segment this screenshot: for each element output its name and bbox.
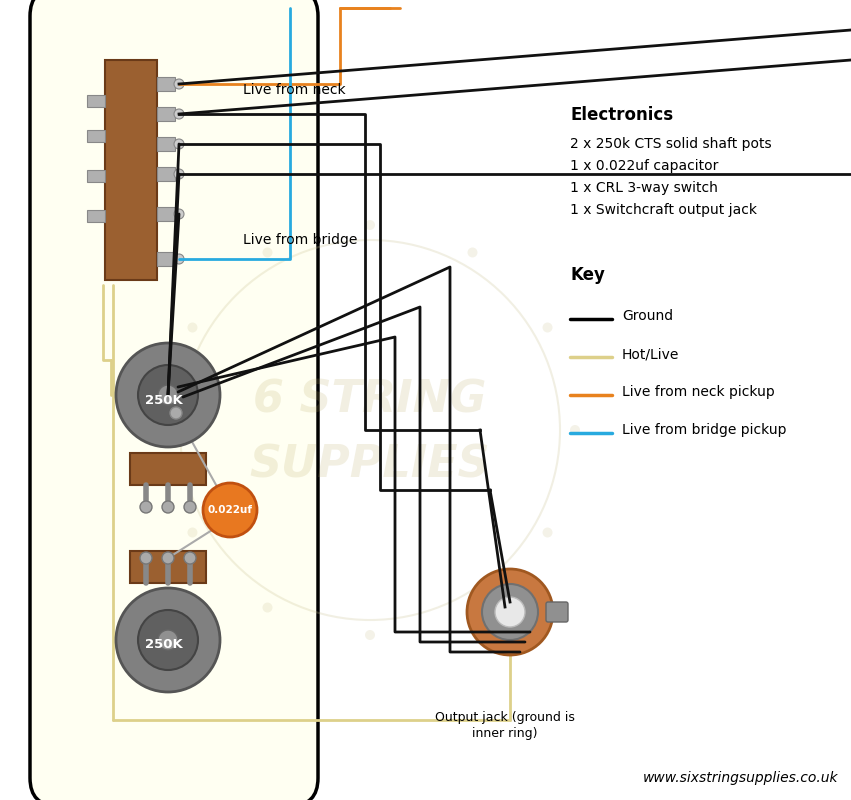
Circle shape: [162, 552, 174, 564]
Text: Output jack (ground is: Output jack (ground is: [435, 710, 575, 723]
Circle shape: [140, 552, 152, 564]
Text: Hot/Live: Hot/Live: [622, 347, 679, 361]
Circle shape: [570, 425, 580, 435]
Bar: [87, 95, 105, 107]
Circle shape: [174, 109, 184, 119]
Circle shape: [174, 139, 184, 149]
Circle shape: [116, 588, 220, 692]
Bar: [157, 77, 175, 91]
Circle shape: [467, 569, 553, 655]
Bar: [157, 252, 175, 266]
Circle shape: [160, 425, 170, 435]
Circle shape: [140, 501, 152, 513]
FancyBboxPatch shape: [546, 602, 568, 622]
Circle shape: [203, 483, 257, 537]
Bar: [157, 207, 175, 221]
Bar: [87, 210, 105, 222]
Text: 250K: 250K: [146, 638, 183, 651]
Circle shape: [174, 169, 184, 179]
Circle shape: [174, 254, 184, 264]
Bar: [157, 107, 175, 121]
Circle shape: [365, 220, 375, 230]
Text: 1 x CRL 3-way switch: 1 x CRL 3-way switch: [570, 181, 718, 195]
Circle shape: [184, 501, 196, 513]
Text: 2 x 250k CTS solid shaft pots: 2 x 250k CTS solid shaft pots: [570, 137, 772, 151]
Text: Live from neck: Live from neck: [243, 83, 346, 97]
Bar: [130, 551, 206, 583]
Circle shape: [158, 630, 178, 650]
Circle shape: [162, 501, 174, 513]
Circle shape: [365, 630, 375, 640]
Text: 1 x Switchcraft output jack: 1 x Switchcraft output jack: [570, 203, 757, 217]
Text: inner ring): inner ring): [472, 727, 538, 741]
Text: 1 x 0.022uf capacitor: 1 x 0.022uf capacitor: [570, 159, 718, 173]
Circle shape: [184, 552, 196, 564]
Circle shape: [495, 597, 525, 627]
Text: SUPPLIES: SUPPLIES: [249, 443, 490, 486]
Circle shape: [543, 527, 552, 538]
Text: 0.022uf: 0.022uf: [208, 505, 253, 515]
Circle shape: [482, 584, 538, 640]
Bar: [130, 453, 206, 485]
Circle shape: [158, 385, 178, 405]
Bar: [157, 167, 175, 181]
Circle shape: [262, 247, 272, 258]
Circle shape: [187, 322, 197, 333]
Bar: [87, 170, 105, 182]
Text: Live from bridge: Live from bridge: [243, 233, 357, 247]
Bar: [87, 130, 105, 142]
Circle shape: [174, 79, 184, 89]
Circle shape: [138, 365, 198, 425]
Circle shape: [187, 527, 197, 538]
Circle shape: [116, 343, 220, 447]
Text: Ground: Ground: [622, 309, 673, 323]
Circle shape: [467, 247, 477, 258]
Text: 6 STRING: 6 STRING: [254, 378, 487, 422]
Bar: [105, 60, 157, 280]
Text: 250K: 250K: [146, 394, 183, 406]
Circle shape: [174, 209, 184, 219]
Circle shape: [138, 610, 198, 670]
Circle shape: [467, 602, 477, 613]
Text: www.sixstringsupplies.co.uk: www.sixstringsupplies.co.uk: [643, 771, 838, 785]
Bar: [157, 137, 175, 151]
Circle shape: [543, 322, 552, 333]
Circle shape: [170, 407, 182, 419]
Circle shape: [262, 602, 272, 613]
Text: Key: Key: [570, 266, 605, 284]
Text: Live from neck pickup: Live from neck pickup: [622, 385, 774, 399]
Text: Live from bridge pickup: Live from bridge pickup: [622, 423, 786, 437]
Text: Electronics: Electronics: [570, 106, 673, 124]
FancyBboxPatch shape: [30, 0, 318, 800]
